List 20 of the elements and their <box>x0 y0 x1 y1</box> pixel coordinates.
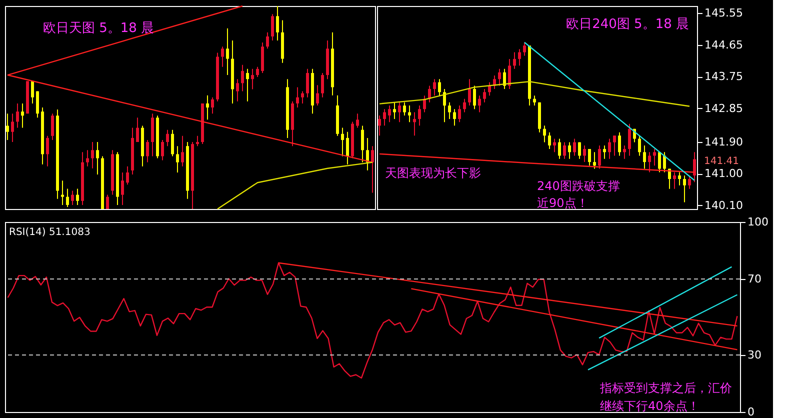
y-tick-label: 143.75 <box>704 70 743 84</box>
y-tick-label: 141.90 <box>704 135 743 148</box>
y-tick-label: 0 <box>748 406 754 418</box>
annotation: 指标受到支撑之后，汇价 <box>599 381 732 395</box>
annotation: 240图跌破支撑 <box>537 179 620 193</box>
y-tick-label: 144.65 <box>704 38 743 52</box>
y-tick-label: 100 <box>748 216 768 228</box>
y-tick-label: 70 <box>748 272 762 286</box>
text: RSI(14) 51.1083 <box>9 227 90 238</box>
annotation: 继续下行40余点！ <box>600 399 700 413</box>
annotation: 近90点！ <box>537 196 588 210</box>
text: 141.41 <box>704 156 739 167</box>
y-tick-label: 141.00 <box>704 167 743 180</box>
y-tick-label: 140.10 <box>704 198 743 212</box>
y-tick-label: 142.85 <box>704 102 743 115</box>
text: 欧日天图 5。18 晨 <box>43 21 154 36</box>
text: 欧日240图 5。18 晨 <box>566 17 689 32</box>
y-tick-label: 30 <box>748 348 762 362</box>
annotation: 天图表现为长下影 <box>385 166 481 180</box>
y-tick-label: 145.55 <box>704 6 743 20</box>
